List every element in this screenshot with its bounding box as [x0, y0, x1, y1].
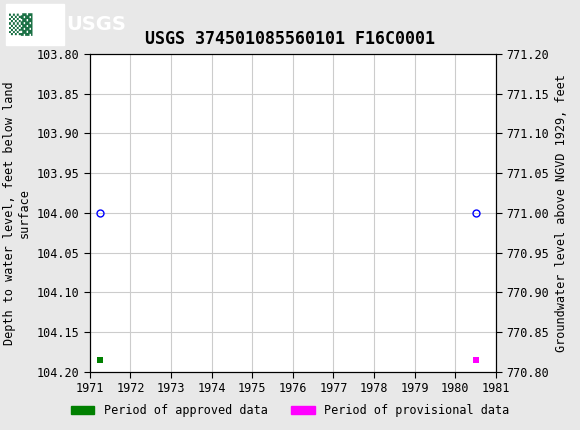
- Text: USGS 374501085560101 F16C0001: USGS 374501085560101 F16C0001: [145, 30, 435, 48]
- Y-axis label: Groundwater level above NGVD 1929, feet: Groundwater level above NGVD 1929, feet: [554, 74, 568, 352]
- Bar: [6, 4, 64, 46]
- Legend: Period of approved data, Period of provisional data: Period of approved data, Period of provi…: [66, 399, 514, 422]
- Y-axis label: Depth to water level, feet below land
surface: Depth to water level, feet below land su…: [3, 81, 31, 345]
- Text: USGS: USGS: [67, 15, 126, 34]
- Text: ▒▓: ▒▓: [9, 13, 32, 36]
